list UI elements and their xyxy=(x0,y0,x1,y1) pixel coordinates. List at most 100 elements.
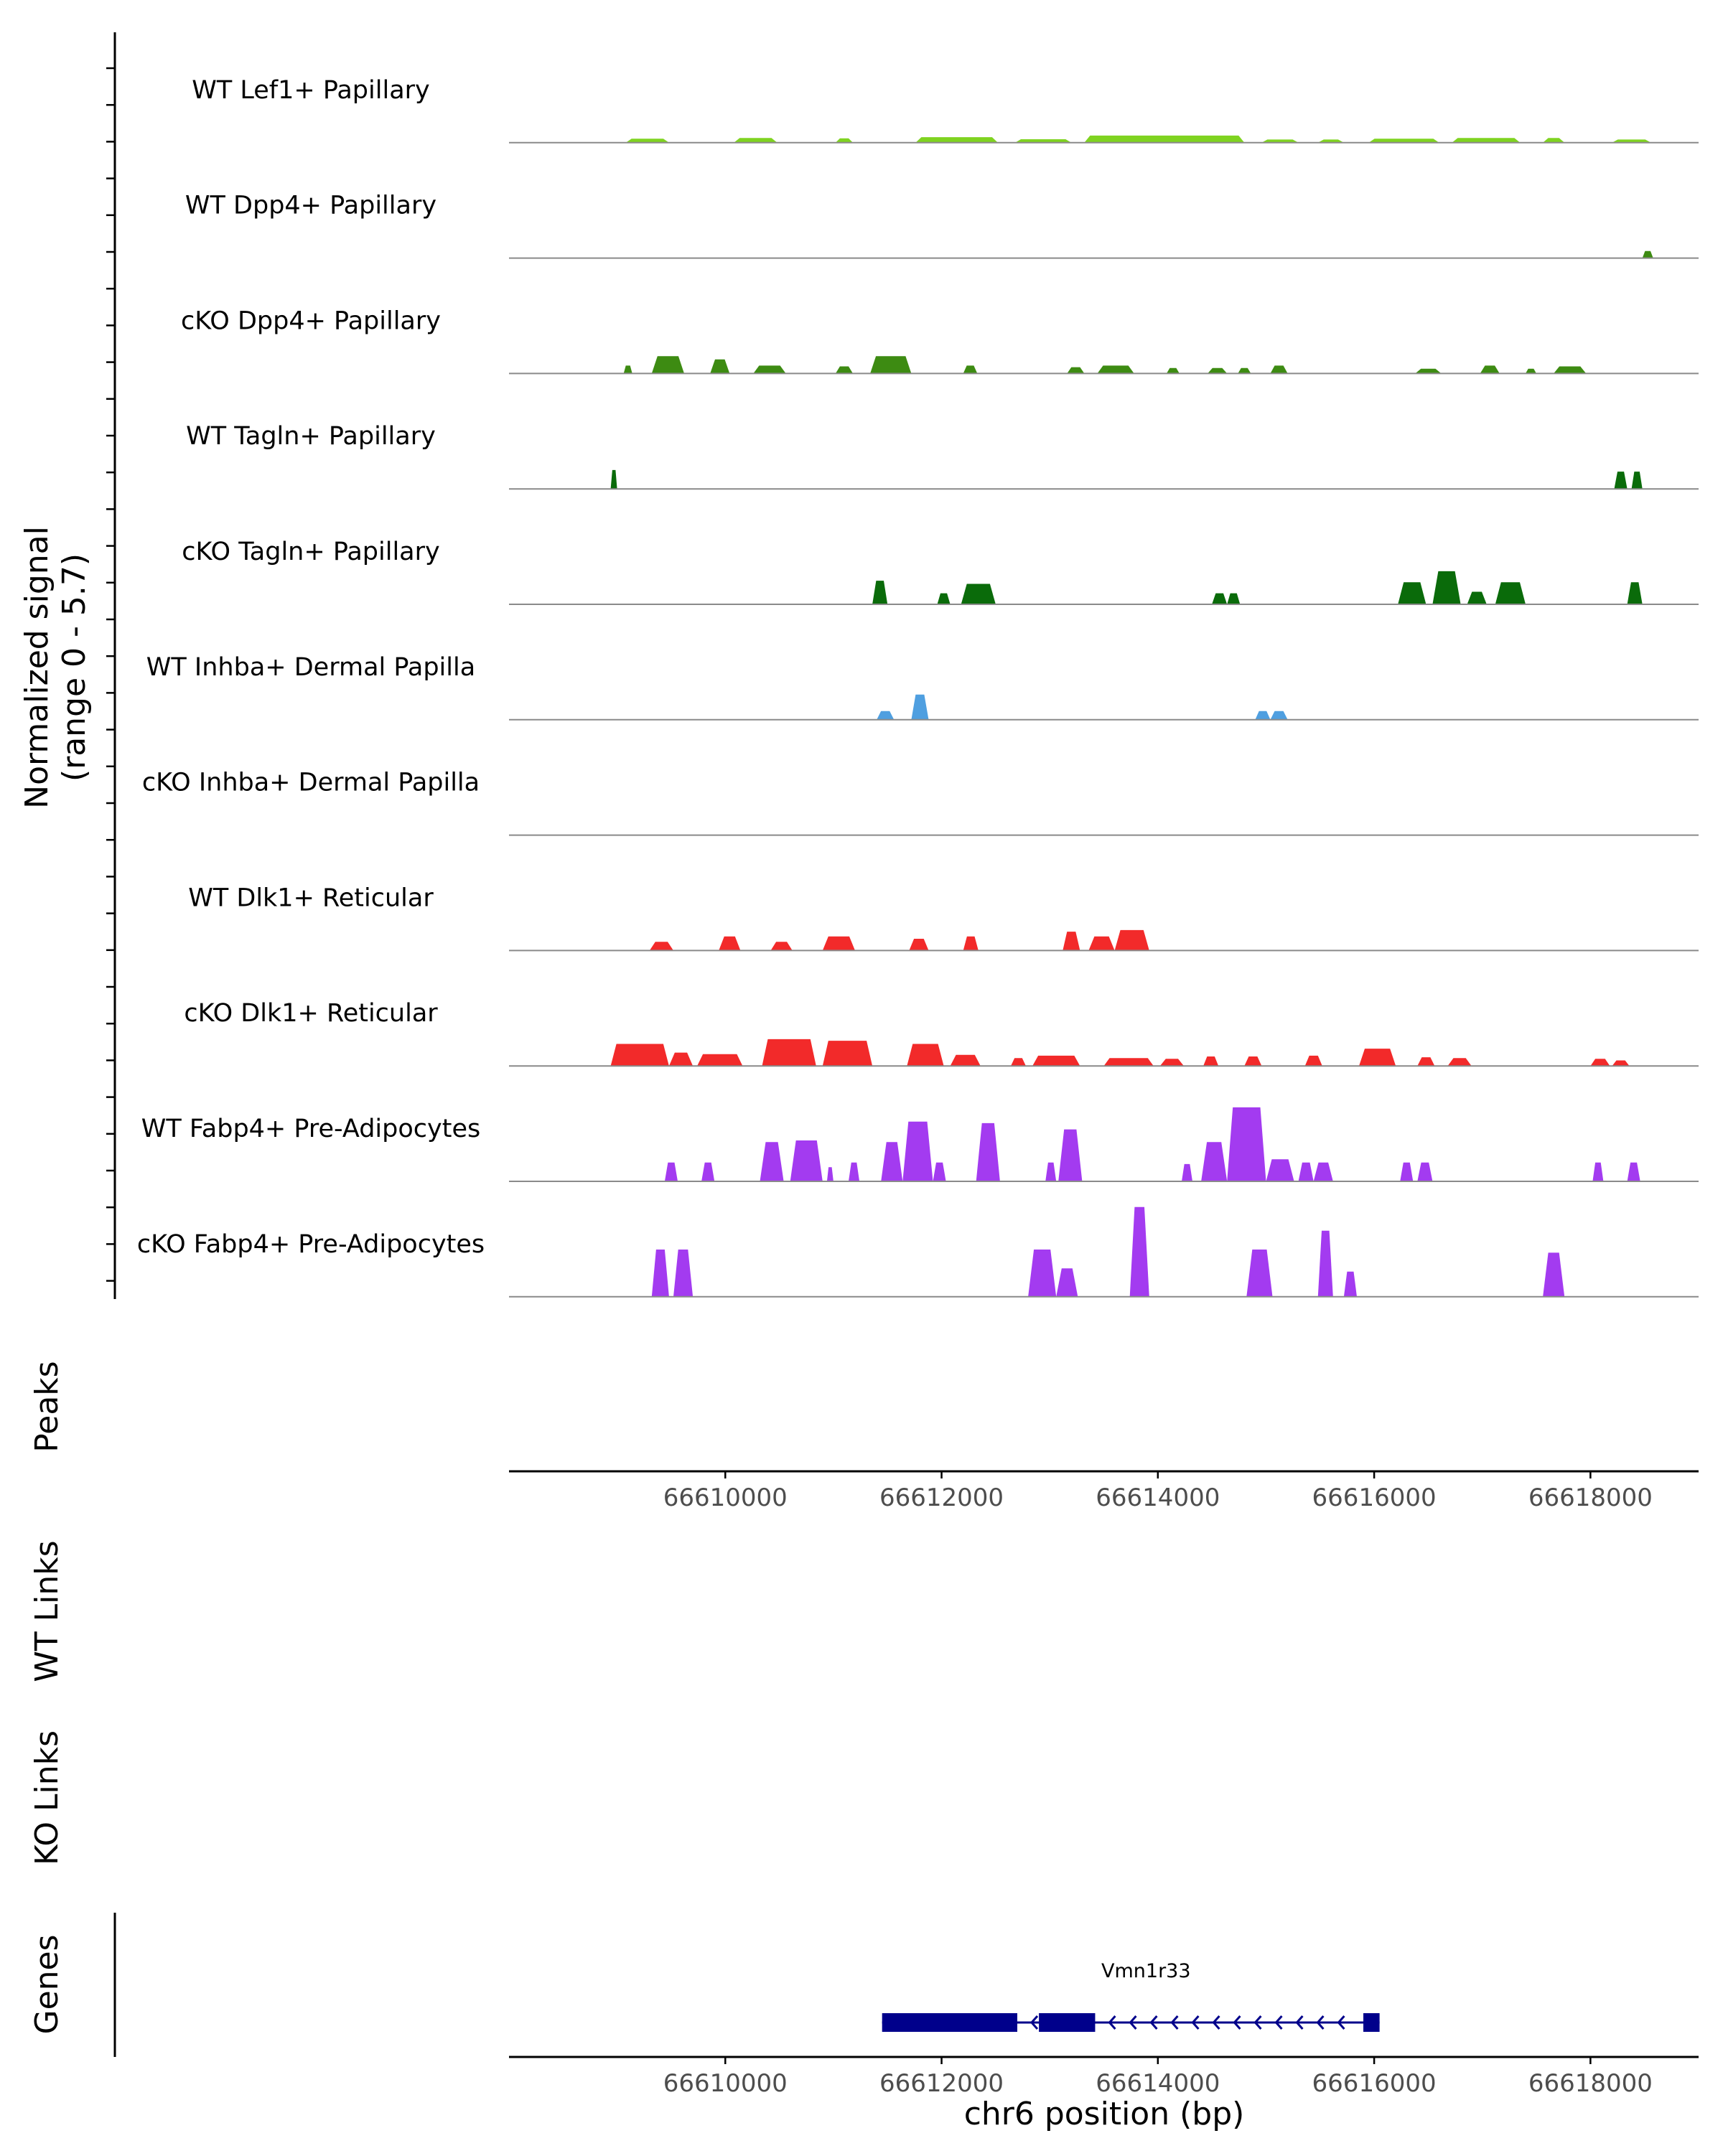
signal-peak xyxy=(915,137,998,143)
signal-y-axis xyxy=(106,32,116,1299)
signal-peak xyxy=(1304,1055,1322,1067)
strand-arrow xyxy=(1129,2015,1137,2030)
signal-peak xyxy=(1238,367,1251,374)
signal-peak xyxy=(835,138,853,143)
strand-arrow xyxy=(1149,2015,1158,2030)
signal-peak xyxy=(1255,711,1271,720)
x-tick-label: 66618000 xyxy=(1528,1484,1653,1512)
wt-links-panel-label: WT Links xyxy=(29,1540,65,1682)
signal-peak xyxy=(673,1250,694,1297)
signal-peak xyxy=(1614,472,1628,489)
track-label: cKO Fabp4+ Pre-Adipocytes xyxy=(137,1230,485,1259)
signal-peak xyxy=(1343,1271,1357,1297)
signal-peak xyxy=(610,1044,669,1067)
track: WT Inhba+ Dermal Papilla xyxy=(146,653,1699,721)
track-label: cKO Inhba+ Dermal Papilla xyxy=(142,769,480,797)
signal-peak xyxy=(610,469,617,489)
strand-arrow xyxy=(1029,2015,1039,2030)
peaks-panel-label: Peaks xyxy=(29,1361,65,1452)
signal-peak xyxy=(963,936,979,951)
signal-peak xyxy=(1398,582,1427,604)
signal-peak xyxy=(1028,1250,1057,1297)
signal-peak xyxy=(734,138,778,143)
signal-peak xyxy=(1182,1163,1192,1181)
signal-peak xyxy=(1246,1250,1273,1297)
signal-peak xyxy=(1592,1162,1604,1181)
signal-peak xyxy=(877,711,895,720)
signal-peak xyxy=(902,1121,933,1181)
signal-peak xyxy=(1417,1162,1433,1181)
signal-peak xyxy=(1627,582,1643,604)
signal-peak xyxy=(1627,1162,1640,1181)
signal-peak xyxy=(697,1054,743,1067)
track-label: cKO Tagln+ Papillary xyxy=(182,538,440,566)
track-label: WT Fabp4+ Pre-Adipocytes xyxy=(141,1115,480,1143)
signal-tracks: WT Lef1+ Papillary WT Dpp4+ Papillary cKO … xyxy=(137,76,1699,1298)
signal-peak xyxy=(1045,1162,1057,1181)
signal-peak xyxy=(1058,1129,1083,1181)
signal-peak xyxy=(1201,1142,1228,1181)
signal-peak xyxy=(1447,1058,1472,1067)
signal-peak xyxy=(649,942,673,951)
signal-peak xyxy=(1415,368,1442,374)
signal-peak xyxy=(719,936,741,951)
signal-peak xyxy=(753,365,786,374)
signal-peak xyxy=(1212,593,1228,604)
signal-peak xyxy=(1088,936,1115,951)
x-tick-label: 66616000 xyxy=(1312,2069,1437,2098)
signal-peak xyxy=(1432,571,1461,604)
signal-peak xyxy=(710,359,730,374)
signal-peak xyxy=(822,936,855,951)
ko-links-panel-label: KO Links xyxy=(29,1730,65,1865)
signal-peak xyxy=(1103,1058,1154,1067)
strand-arrow xyxy=(1170,2015,1179,2030)
signal-peak xyxy=(1227,593,1241,604)
signal-peak xyxy=(1526,368,1536,374)
signal-peak xyxy=(1067,367,1085,374)
x-tick-label: 66610000 xyxy=(663,1484,788,1512)
signal-peak xyxy=(1129,1206,1149,1297)
signal-peak xyxy=(1261,139,1299,143)
strand-arrow xyxy=(1212,2015,1220,2030)
signal-peak xyxy=(1317,1230,1333,1297)
signal-peak xyxy=(933,1162,946,1181)
signal-peak xyxy=(911,694,929,720)
track-label: WT Dlk1+ Reticular xyxy=(188,884,434,912)
signal-peak xyxy=(849,1162,860,1181)
signal-peak xyxy=(872,581,888,604)
gene-exon xyxy=(882,2013,1017,2032)
signal-peak xyxy=(625,139,669,143)
signal-peak xyxy=(822,1041,873,1067)
track: WT Lef1+ Papillary xyxy=(192,76,1699,144)
signal-peak xyxy=(1612,1060,1630,1067)
signal-peak xyxy=(1543,1252,1565,1297)
track: WT Tagln+ Papillary xyxy=(186,422,1699,490)
signal-peak xyxy=(1400,1162,1414,1181)
signal-peak xyxy=(1452,138,1521,143)
signal-peak xyxy=(1317,139,1344,143)
signal-peak xyxy=(1590,1059,1610,1067)
signal-peak xyxy=(1097,365,1134,374)
signal-peak xyxy=(1554,366,1587,374)
track-label: cKO Dpp4+ Papillary xyxy=(181,306,441,335)
x-tick-label: 66618000 xyxy=(1528,2069,1653,2098)
signal-peak xyxy=(668,1052,694,1067)
signal-peak xyxy=(881,1142,903,1181)
strand-arrow xyxy=(1337,2015,1345,2030)
signal-peak xyxy=(762,1039,816,1067)
signal-peak xyxy=(1270,711,1288,720)
signal-peak xyxy=(790,1140,823,1181)
x-axis-genes-panel: 66610000 66612000 66614000 66616000 66618000 xyxy=(509,2056,1699,2098)
track: WT Fabp4+ Pre-Adipocytes xyxy=(141,1107,1699,1182)
track: cKO Dlk1+ Reticular xyxy=(184,999,1699,1067)
x-tick-label: 66612000 xyxy=(879,2069,1004,2098)
x-tick-label: 66614000 xyxy=(1096,2069,1220,2098)
signal-peak xyxy=(950,1054,981,1067)
signal-peak xyxy=(1368,139,1439,143)
signal-peak xyxy=(937,593,951,604)
signal-peak xyxy=(1612,139,1651,143)
track-label: WT Inhba+ Dermal Papilla xyxy=(146,653,475,682)
signal-peak xyxy=(1114,929,1149,951)
x-tick-label: 66616000 xyxy=(1312,1484,1437,1512)
signal-peak xyxy=(1208,367,1228,374)
